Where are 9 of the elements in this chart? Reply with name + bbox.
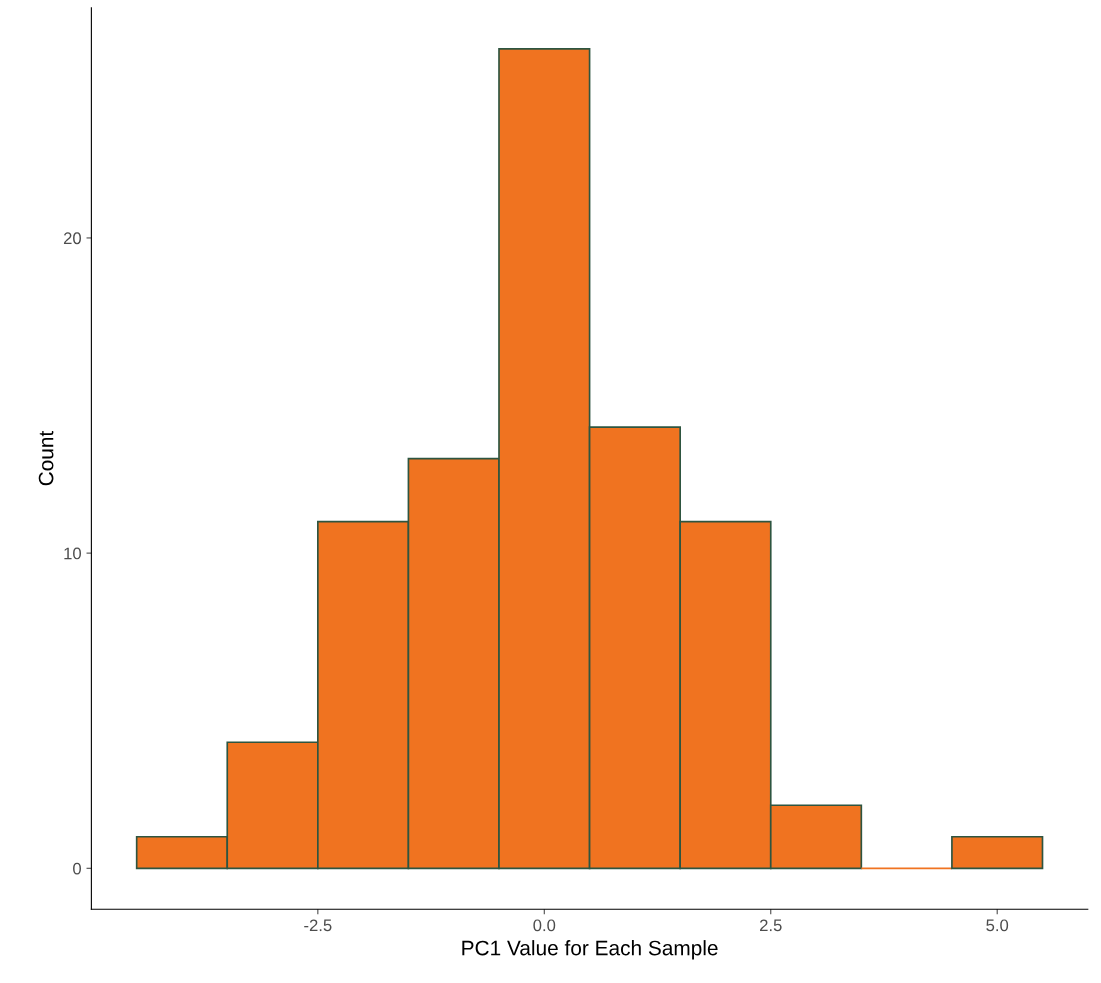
y-tick-label: 0 [73,862,82,875]
x-tick-label: 2.5 [760,919,782,932]
x-axis-title: PC1 Value for Each Sample [462,940,718,960]
y-tick-label: 10 [64,547,82,560]
x-tick-label: -2.5 [304,919,332,932]
x-tick-label: 5.0 [986,919,1009,932]
x-tick-label: 0.0 [533,919,556,932]
y-tick-label: 20 [63,232,82,245]
y-axis-title: Count [38,430,54,486]
